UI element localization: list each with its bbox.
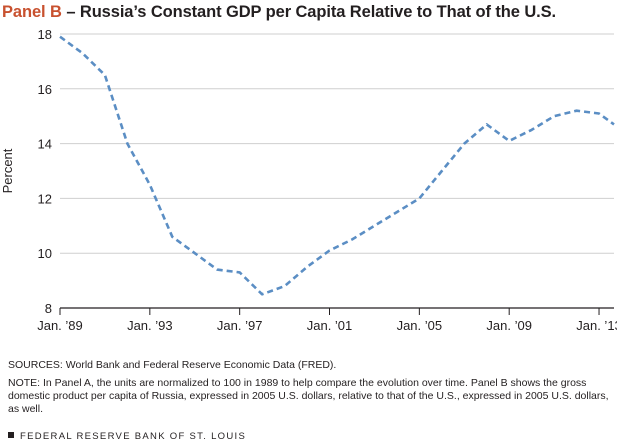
x-tick-label: Jan. ’09 — [486, 318, 532, 333]
series-lines — [59, 35, 615, 296]
y-tick-label: 14 — [38, 137, 52, 152]
y-axis-ticks: 8 10 12 14 16 18 — [38, 27, 52, 316]
sources-note: SOURCES: World Bank and Federal Reserve … — [8, 359, 337, 371]
series-line — [59, 35, 615, 296]
y-axis-label: Percent — [0, 148, 15, 193]
chart-title-text: – Russia’s Constant GDP per Capita Relat… — [66, 3, 557, 21]
x-tick-label: Jan. ’89 — [37, 318, 83, 333]
x-tick-label: Jan. ’93 — [127, 318, 173, 333]
footer: FEDERAL RESERVE BANK OF ST. LOUIS — [8, 431, 246, 442]
y-tick-label: 12 — [38, 191, 52, 206]
y-tick-label: 10 — [38, 246, 52, 261]
y-tick-label: 16 — [38, 82, 52, 97]
gridlines — [60, 33, 614, 254]
explanatory-note: NOTE: In Panel A, the units are normaliz… — [8, 377, 609, 415]
footer-square-icon — [8, 432, 14, 438]
x-tick-label: Jan. ’13 — [576, 318, 617, 333]
chart-title: Panel B – Russia’s Constant GDP per Capi… — [2, 3, 556, 22]
panel-label: Panel B — [2, 3, 62, 21]
y-tick-label: 18 — [38, 27, 52, 42]
x-tick-label: Jan. ’01 — [307, 318, 353, 333]
footer-text: FEDERAL RESERVE BANK OF ST. LOUIS — [20, 431, 247, 442]
y-tick-label: 8 — [45, 301, 52, 316]
x-tick-label: Jan. ’05 — [397, 318, 443, 333]
x-axis: Jan. ’89 Jan. ’93 Jan. ’97 Jan. ’01 Jan. ’05… — [37, 307, 617, 333]
x-tick-label: Jan. ’97 — [217, 318, 263, 333]
